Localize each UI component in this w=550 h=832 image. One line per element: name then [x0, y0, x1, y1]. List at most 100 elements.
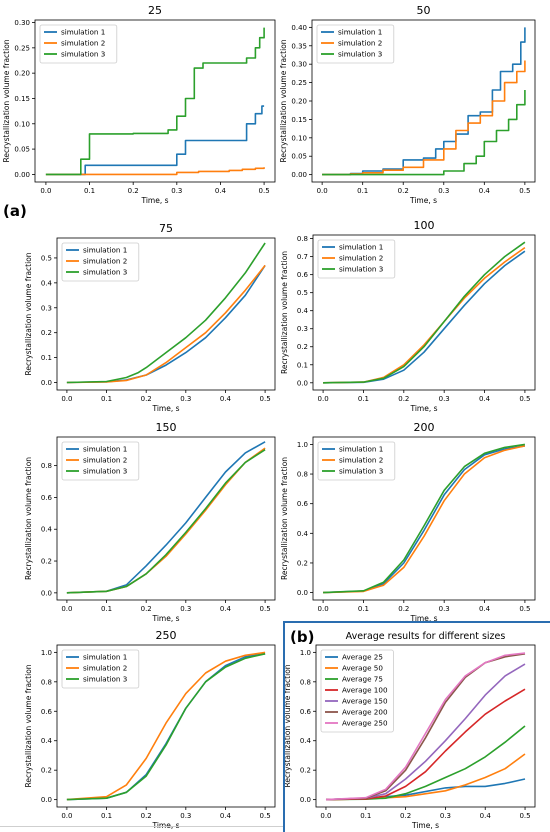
x-tick-label: 0.1 — [101, 395, 112, 403]
legend-label: simulation 3 — [339, 265, 383, 274]
legend-label: simulation 3 — [83, 675, 127, 684]
series-line-5 — [325, 663, 526, 801]
chart-title: 75 — [159, 222, 173, 235]
legend-label: simulation 1 — [83, 445, 127, 454]
chart-title: Average results for different sizes — [346, 631, 506, 642]
legend-box — [320, 649, 394, 733]
y-tick-label: 0.0 — [41, 589, 52, 597]
series-line-1 — [323, 445, 526, 594]
x-tick-label: 0.1 — [358, 395, 369, 403]
x-tick-label: 0.5 — [519, 395, 530, 403]
x-tick-label: 0.0 — [61, 395, 72, 403]
x-tick-label: 0.1 — [101, 812, 112, 820]
y-tick-label: 0.6 — [41, 708, 53, 716]
y-tick-label: 0.00 — [291, 171, 307, 179]
chart-4 — [54, 436, 276, 603]
panel-b-border-left — [283, 621, 285, 832]
y-tick-label: 1.0 — [297, 441, 308, 449]
x-axis-label: Time, s — [140, 196, 168, 205]
x-tick-label: 0.3 — [171, 187, 182, 195]
legend-label: simulation 2 — [339, 254, 383, 263]
y-axis-label: Recrystallization volume fraction — [24, 457, 33, 580]
x-tick-label: 0.3 — [180, 812, 191, 820]
y-tick-label: 0.6 — [41, 494, 53, 502]
series-line-2 — [323, 445, 526, 594]
x-tick-label: 0.3 — [180, 605, 191, 613]
y-tick-label: 0.8 — [300, 678, 311, 686]
legend-label: Average 250 — [342, 719, 388, 728]
y-tick-label: 0.6 — [297, 500, 309, 508]
plot-frame — [56, 436, 276, 601]
legend-box — [317, 441, 396, 481]
legend-label: simulation 3 — [83, 467, 127, 476]
legend-label: simulation 1 — [83, 246, 127, 255]
plot-frame — [315, 644, 536, 808]
y-tick-label: 0.4 — [297, 530, 309, 538]
y-tick-label: 0.8 — [297, 471, 308, 479]
x-tick-label: 0.1 — [358, 605, 369, 613]
chart-6 — [54, 644, 276, 810]
legend-label: simulation 2 — [83, 456, 127, 465]
panel-label-a: (a) — [3, 202, 27, 220]
x-tick-label: 0.5 — [260, 395, 271, 403]
legend-label: simulation 3 — [339, 467, 383, 476]
x-tick-label: 0.2 — [141, 605, 152, 613]
series-line-3 — [66, 449, 266, 594]
chart-2 — [54, 237, 276, 393]
y-tick-label: 0.40 — [291, 24, 307, 32]
legend-label: simulation 3 — [338, 50, 382, 59]
legend-label: simulation 3 — [61, 50, 105, 59]
series-line-2 — [66, 651, 266, 801]
legend-label: simulation 1 — [61, 28, 105, 37]
panel-label-b: (b) — [290, 628, 315, 646]
x-tick-label: 0.4 — [220, 395, 232, 403]
x-tick-label: 0.1 — [101, 605, 112, 613]
chart-1 — [309, 19, 536, 185]
legend-box — [61, 242, 140, 282]
y-axis-label: Recrystallization volume fraction — [24, 664, 33, 787]
y-tick-label: 0.2 — [297, 343, 308, 351]
x-tick-label: 0.5 — [519, 187, 530, 195]
y-tick-label: 0.2 — [297, 559, 308, 567]
panel-b-border-top — [283, 621, 550, 623]
y-tick-label: 0.2 — [300, 767, 311, 775]
x-tick-label: 0.4 — [479, 605, 491, 613]
x-tick-label: 0.4 — [215, 187, 227, 195]
y-tick-label: 0.4 — [41, 737, 53, 745]
legend-label: Average 150 — [342, 697, 388, 706]
series-line-1 — [325, 778, 526, 801]
chart-title: 200 — [414, 421, 435, 434]
y-tick-label: 0.3 — [41, 304, 52, 312]
y-tick-label: 0.30 — [14, 19, 30, 27]
y-tick-label: 0.8 — [41, 462, 52, 470]
y-tick-label: 0.1 — [297, 361, 308, 369]
y-tick-label: 0.10 — [14, 120, 30, 128]
chart-7 — [313, 644, 536, 810]
y-axis-label: Recrystallization volume fraction — [280, 457, 289, 580]
y-tick-label: 0.0 — [297, 379, 308, 387]
y-tick-label: 0.1 — [41, 354, 52, 362]
series-line-4 — [325, 688, 526, 801]
chart-title: 250 — [156, 629, 177, 642]
legend-label: simulation 2 — [83, 257, 127, 266]
legend-label: simulation 1 — [83, 653, 127, 662]
x-tick-label: 0.3 — [439, 395, 450, 403]
x-tick-label: 0.0 — [61, 605, 72, 613]
y-tick-label: 0.5 — [297, 289, 308, 297]
legend-box — [61, 649, 140, 689]
x-tick-label: 0.2 — [141, 812, 152, 820]
series-line-3 — [66, 242, 266, 384]
y-tick-label: 0.20 — [291, 98, 307, 106]
y-tick-label: 0.8 — [41, 678, 52, 686]
y-tick-label: 0.35 — [291, 42, 307, 50]
y-tick-label: 1.0 — [41, 649, 52, 657]
legend-label: simulation 2 — [338, 39, 382, 48]
x-tick-label: 0.5 — [260, 605, 271, 613]
series-line-3 — [325, 725, 526, 801]
y-tick-label: 0.4 — [41, 526, 53, 534]
chart-title: 100 — [414, 219, 435, 232]
x-tick-label: 0.4 — [220, 812, 232, 820]
legend-label: simulation 2 — [339, 456, 383, 465]
series-line-3 — [322, 90, 526, 176]
y-tick-label: 0.3 — [297, 325, 308, 333]
